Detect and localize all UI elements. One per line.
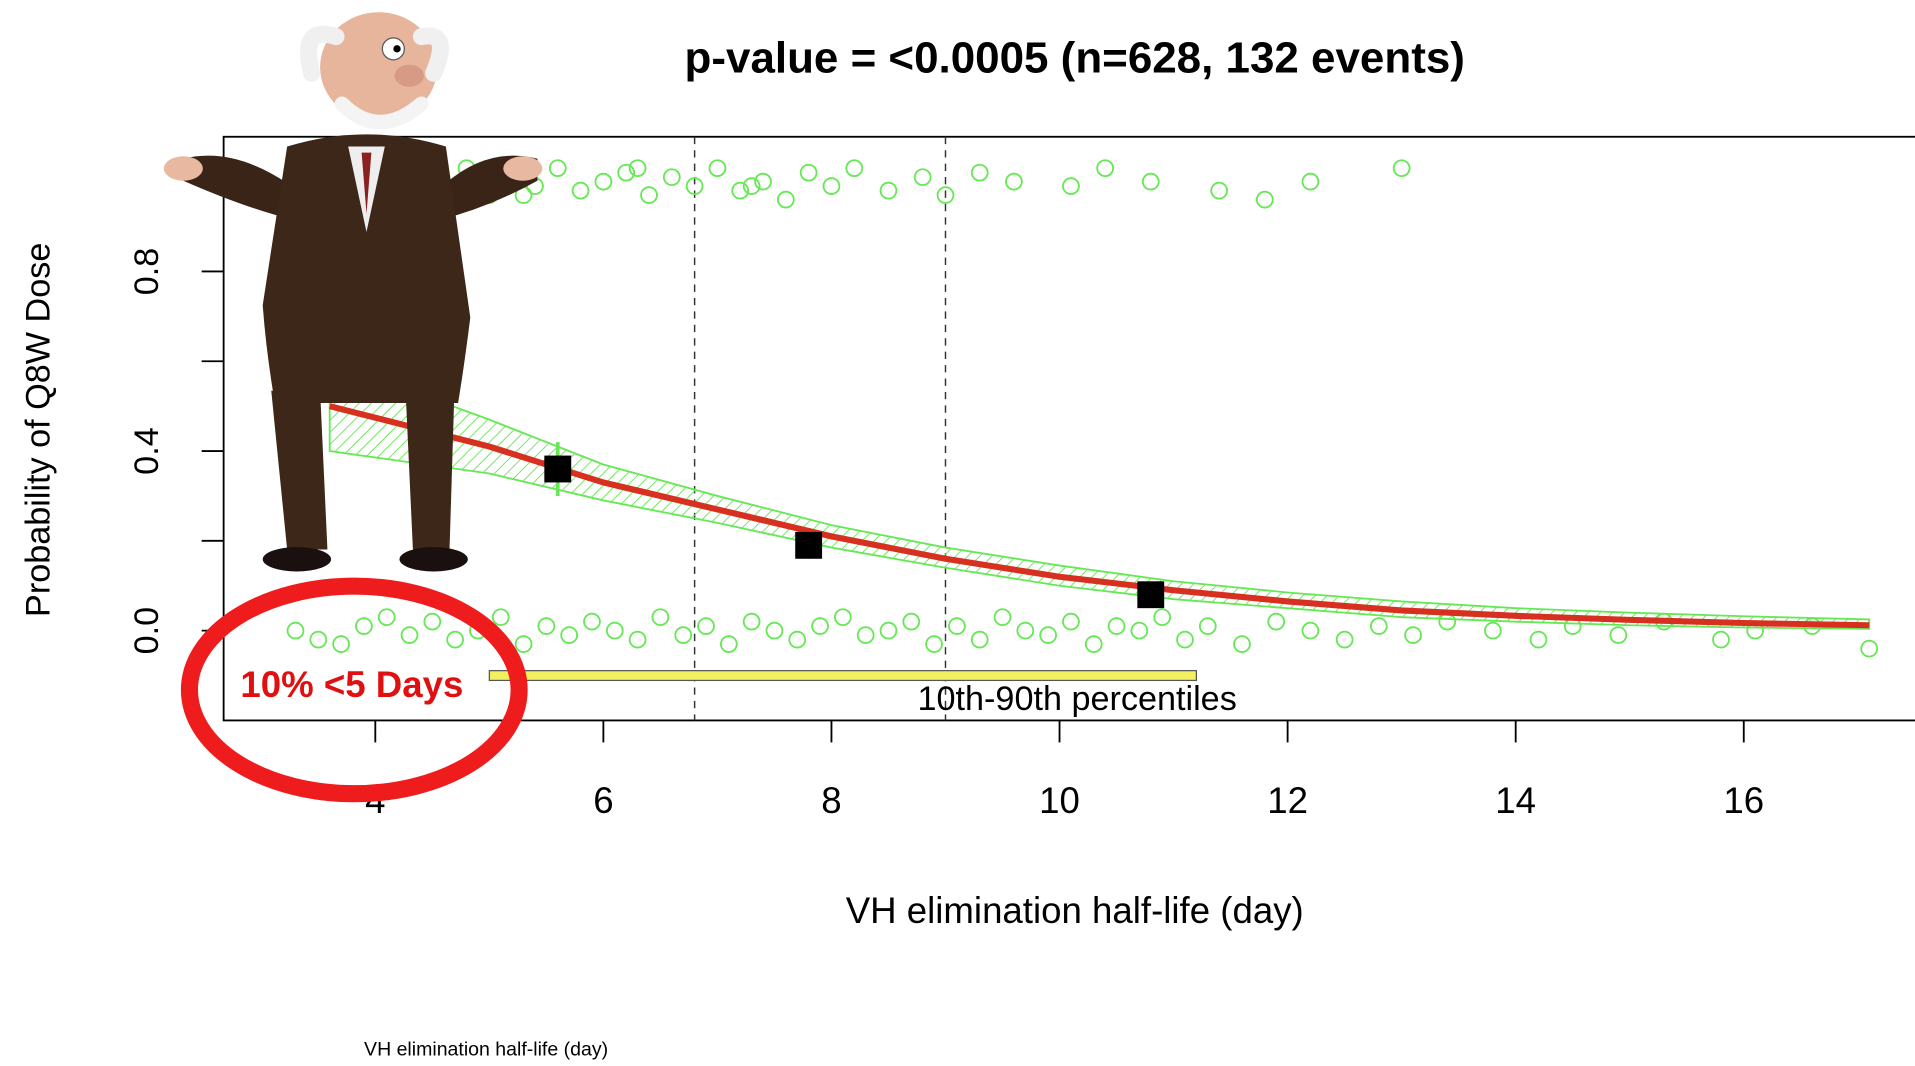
y-tick-label: 0.4 bbox=[128, 427, 166, 475]
data-point bbox=[824, 178, 840, 194]
data-point bbox=[356, 618, 372, 634]
chart: p-value = <0.0005 (n=628, 132 events) VH… bbox=[0, 0, 1915, 1066]
binned-mean bbox=[795, 532, 822, 559]
data-point bbox=[1405, 627, 1421, 643]
data-point bbox=[1531, 632, 1547, 648]
x-tick-label: 14 bbox=[1495, 780, 1536, 821]
data-point bbox=[1154, 609, 1170, 625]
data-point bbox=[402, 627, 418, 643]
data-point bbox=[926, 636, 942, 652]
data-point bbox=[698, 618, 714, 634]
data-point bbox=[1143, 174, 1159, 190]
data-point bbox=[949, 618, 965, 634]
data-point bbox=[1302, 623, 1318, 639]
data-point bbox=[379, 609, 395, 625]
data-point bbox=[1063, 178, 1079, 194]
data-point bbox=[1131, 623, 1147, 639]
data-point bbox=[767, 623, 783, 639]
data-point bbox=[1086, 636, 1102, 652]
data-point bbox=[1268, 614, 1284, 630]
data-point bbox=[516, 636, 532, 652]
data-point bbox=[881, 183, 897, 199]
chart-title: p-value = <0.0005 (n=628, 132 events) bbox=[685, 34, 1465, 83]
data-point bbox=[1017, 623, 1033, 639]
data-point bbox=[1485, 623, 1501, 639]
x-tick-label: 16 bbox=[1723, 780, 1764, 821]
data-point bbox=[1257, 192, 1273, 208]
data-point bbox=[573, 183, 589, 199]
data-point bbox=[584, 614, 600, 630]
data-point bbox=[1610, 627, 1626, 643]
data-point bbox=[789, 632, 805, 648]
data-point bbox=[915, 169, 931, 185]
x-tick-label: 8 bbox=[821, 780, 841, 821]
data-point bbox=[1177, 632, 1193, 648]
data-point bbox=[1302, 174, 1318, 190]
data-point bbox=[561, 627, 577, 643]
annotation: 10% <5 Days bbox=[240, 664, 463, 705]
data-point bbox=[721, 636, 737, 652]
binned-mean bbox=[544, 456, 571, 483]
data-point bbox=[709, 160, 725, 176]
data-point bbox=[1861, 641, 1877, 657]
data-point bbox=[995, 609, 1011, 625]
data-point bbox=[744, 614, 760, 630]
data-point bbox=[1394, 160, 1410, 176]
data-point bbox=[424, 614, 440, 630]
data-point bbox=[1109, 618, 1125, 634]
data-point bbox=[1234, 636, 1250, 652]
data-point bbox=[972, 165, 988, 181]
data-point bbox=[835, 609, 851, 625]
percentile-label: 10th-90th percentiles bbox=[918, 680, 1237, 718]
x-tick-label: 12 bbox=[1267, 780, 1308, 821]
data-point bbox=[652, 609, 668, 625]
x-axis-label: VH elimination half-life (day) bbox=[846, 890, 1304, 931]
data-point bbox=[493, 609, 509, 625]
data-point bbox=[1337, 632, 1353, 648]
data-point bbox=[630, 632, 646, 648]
data-point bbox=[1713, 632, 1729, 648]
data-point bbox=[675, 627, 691, 643]
data-point bbox=[550, 160, 566, 176]
data-point bbox=[881, 623, 897, 639]
y-axis-label: Probability of Q8W Dose bbox=[20, 243, 58, 617]
data-point bbox=[664, 169, 680, 185]
data-point bbox=[972, 632, 988, 648]
data-point bbox=[1200, 618, 1216, 634]
data-point bbox=[1040, 627, 1056, 643]
data-point bbox=[1063, 614, 1079, 630]
x-tick-label: 6 bbox=[593, 780, 613, 821]
data-point bbox=[778, 192, 794, 208]
data-point bbox=[846, 160, 862, 176]
confidence-band bbox=[330, 361, 1870, 629]
data-point bbox=[812, 618, 828, 634]
data-point bbox=[1211, 183, 1227, 199]
y-tick-label: 0.0 bbox=[128, 607, 166, 655]
data-point bbox=[801, 165, 817, 181]
footer-label: VH elimination half-life (day) bbox=[364, 1038, 608, 1060]
data-point bbox=[447, 632, 463, 648]
data-point bbox=[641, 187, 657, 203]
data-point bbox=[538, 618, 554, 634]
page: {"chart_data":{"type":"scatter", "title"… bbox=[0, 0, 1915, 1066]
x-tick-label: 10 bbox=[1039, 780, 1080, 821]
data-point bbox=[903, 614, 919, 630]
data-point bbox=[288, 623, 304, 639]
y-tick-label: 0.8 bbox=[128, 248, 166, 296]
data-point bbox=[1371, 618, 1387, 634]
data-point bbox=[595, 174, 611, 190]
data-point bbox=[310, 632, 326, 648]
data-point bbox=[1006, 174, 1022, 190]
fit-line bbox=[330, 406, 1870, 625]
data-point bbox=[1097, 160, 1113, 176]
data-point bbox=[333, 636, 349, 652]
binned-mean bbox=[1137, 581, 1164, 608]
character-illustration bbox=[164, 12, 543, 571]
data-point bbox=[607, 623, 623, 639]
data-point bbox=[858, 627, 874, 643]
